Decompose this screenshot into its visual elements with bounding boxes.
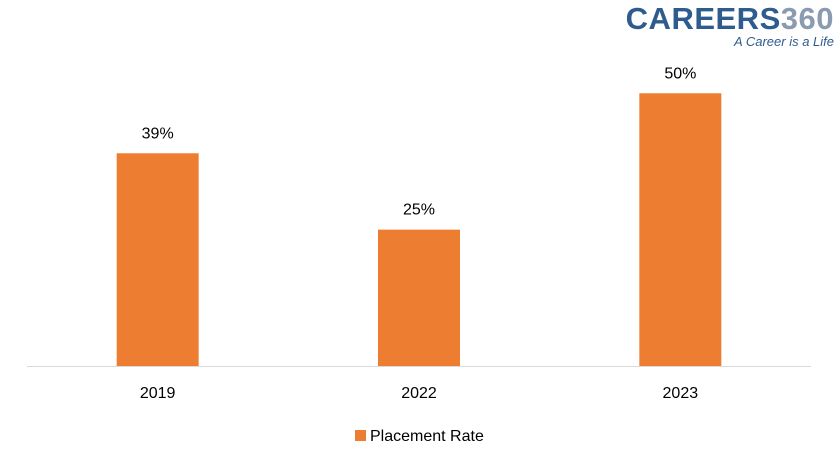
bar-2022 <box>378 229 460 366</box>
bar-2023 <box>639 93 722 366</box>
legend-label: Placement Rate <box>370 428 484 445</box>
bar-2019 <box>116 153 199 366</box>
data-label-2022: 25% <box>403 202 435 219</box>
logo-number: 360 <box>780 1 834 36</box>
data-label-2019: 39% <box>142 125 174 142</box>
logo-wordmark: CAREERS360 <box>626 2 834 36</box>
data-label-2023: 50% <box>664 65 696 82</box>
logo-tagline: A Career is a Life <box>734 34 834 49</box>
legend-swatch <box>355 430 366 441</box>
x-tick-label-2019: 2019 <box>140 385 176 402</box>
careers360-logo: CAREERS360 A Career is a Life <box>626 2 834 50</box>
x-tick-label-2023: 2023 <box>663 385 699 402</box>
x-tick-label-2022: 2022 <box>401 385 437 402</box>
logo-brand: CAREERS <box>625 1 781 36</box>
